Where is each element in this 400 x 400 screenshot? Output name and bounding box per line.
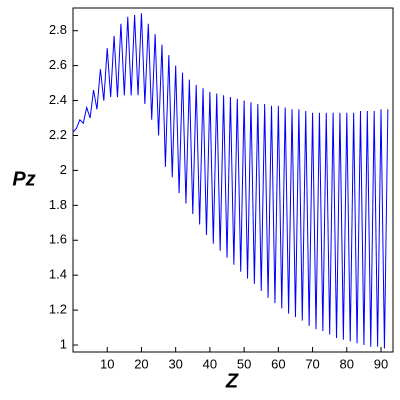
- y-tick-label: 1.8: [49, 197, 67, 212]
- y-tick-label: 1.4: [49, 267, 67, 282]
- y-axis-label: Pz: [12, 168, 35, 190]
- x-tick-label: 70: [305, 356, 319, 371]
- x-tick-label: 80: [340, 356, 354, 371]
- y-tick-label: 2.2: [49, 127, 67, 142]
- y-tick-label: 1.6: [49, 232, 67, 247]
- y-tick-label: 2.8: [49, 22, 67, 37]
- plot-frame: [72, 7, 394, 353]
- y-tick-label: 2: [60, 162, 67, 177]
- data-line: [72, 13, 389, 349]
- y-tick-label: 2.4: [49, 92, 67, 107]
- x-tick-label: 20: [134, 356, 148, 371]
- x-tick-label: 60: [271, 356, 285, 371]
- x-tick-label: 30: [168, 356, 182, 371]
- y-tick-label: 1.2: [49, 302, 67, 317]
- y-tick-label: 1: [60, 336, 67, 351]
- x-tick-label: 90: [374, 356, 388, 371]
- x-axis-label: Z: [225, 370, 239, 392]
- x-tick-label: 10: [100, 356, 114, 371]
- x-tick-label: 40: [203, 356, 217, 371]
- x-tick-label: 50: [237, 356, 251, 371]
- y-tick-label: 2.6: [49, 57, 67, 72]
